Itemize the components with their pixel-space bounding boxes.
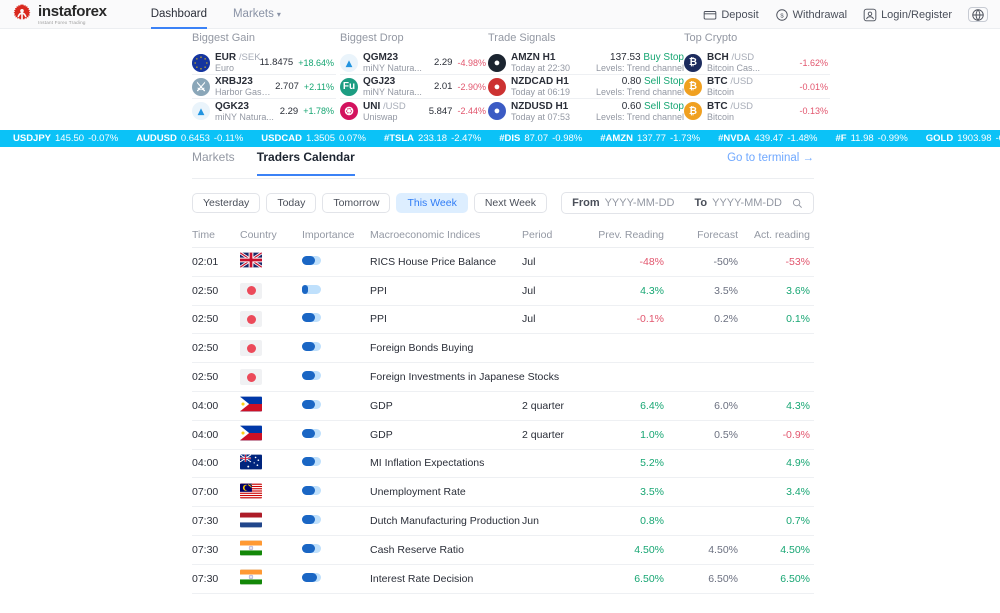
svg-text:$: $ xyxy=(780,13,784,19)
